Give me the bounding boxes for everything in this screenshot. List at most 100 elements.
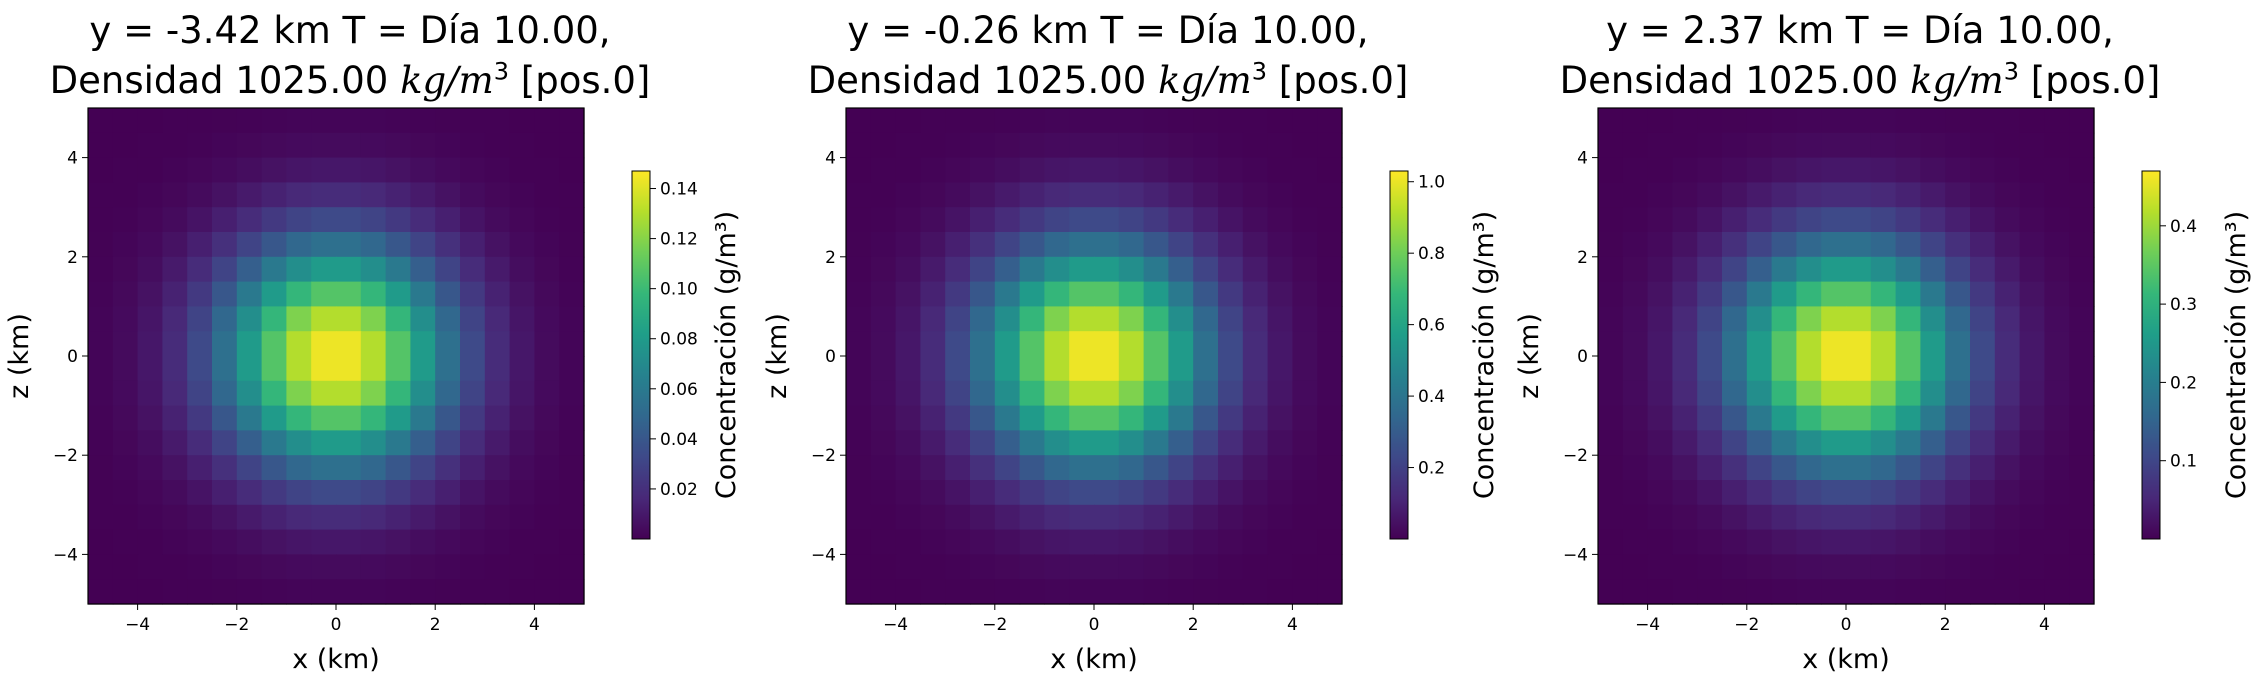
heatmap-cell: [261, 554, 287, 580]
heatmap-cell: [112, 182, 139, 208]
heatmap-cell: [559, 232, 585, 258]
heatmap-cell: [1598, 504, 1624, 531]
heatmap-cell: [1317, 108, 1343, 134]
heatmap-cell: [187, 529, 213, 555]
heatmap-cell: [236, 331, 263, 357]
heatmap-cell: [360, 331, 387, 357]
heatmap-cell: [1598, 455, 1624, 481]
heatmap-cell: [1069, 504, 1095, 531]
heatmap-cell: [236, 108, 263, 134]
heatmap-cell: [212, 380, 238, 407]
heatmap-cell: [1746, 207, 1773, 233]
heatmap-cell: [137, 380, 163, 407]
heatmap-cell: [1218, 331, 1244, 357]
heatmap-cell: [559, 132, 585, 159]
heatmap-cell: [1970, 182, 1996, 208]
heatmap-cell: [2044, 405, 2070, 431]
heatmap-cell: [112, 331, 139, 357]
heatmap-cell: [970, 480, 996, 506]
y-tick-label: 0: [67, 347, 78, 367]
heatmap-cell: [1994, 232, 2021, 258]
heatmap-cell: [945, 380, 971, 407]
heatmap-cell: [1846, 157, 1872, 183]
heatmap-cell: [1970, 430, 1996, 456]
x-tick-label: 0: [331, 615, 342, 635]
heatmap-cell: [112, 281, 139, 307]
heatmap-cell: [236, 356, 263, 382]
heatmap-cell: [1019, 529, 1045, 555]
heatmap-cell: [1622, 579, 1649, 605]
heatmap-cell: [1218, 380, 1244, 407]
heatmap-cell: [1267, 132, 1293, 159]
heatmap-cell: [1821, 207, 1847, 233]
heatmap-cell: [1069, 157, 1095, 183]
heatmap-cell: [1118, 281, 1145, 307]
heatmap-cell: [1069, 182, 1095, 208]
heatmap-cell: [1622, 157, 1649, 183]
heatmap-cell: [286, 529, 312, 555]
heatmap-cell: [559, 480, 585, 506]
heatmap-cell: [2019, 256, 2045, 283]
heatmap-cell: [920, 504, 946, 531]
heatmap-cell: [360, 157, 387, 183]
heatmap-cell: [2069, 331, 2095, 357]
heatmap-cell: [1846, 281, 1872, 307]
heatmap-cell: [1846, 529, 1872, 555]
heatmap-cell: [1846, 504, 1872, 531]
heatmap-cell: [1168, 108, 1194, 134]
heatmap-cell: [1317, 504, 1343, 531]
heatmap-cell: [1846, 554, 1872, 580]
heatmap-cell: [1317, 455, 1343, 481]
heatmap-cell: [385, 504, 411, 531]
heatmap-cell: [994, 430, 1021, 456]
heatmap-cell: [1094, 108, 1120, 134]
heatmap-cell: [1317, 579, 1343, 605]
colorbar-tick-label: 0.04: [660, 430, 698, 450]
heatmap-cell: [286, 306, 312, 332]
heatmap-cell: [895, 256, 921, 283]
heatmap-cell: [286, 579, 312, 605]
heatmap-cell: [1218, 132, 1244, 159]
heatmap-cell: [410, 504, 436, 531]
heatmap-cell: [1168, 207, 1194, 233]
heatmap-cell: [360, 430, 387, 456]
heatmap-cell: [212, 132, 238, 159]
heatmap-cell: [1895, 331, 1921, 357]
heatmap-cell: [509, 157, 535, 183]
heatmap-cell: [994, 504, 1021, 531]
heatmap-cell: [1292, 331, 1318, 357]
heatmap-cell: [970, 281, 996, 307]
heatmap-cell: [236, 306, 263, 332]
heatmap-cell: [336, 256, 362, 283]
heatmap-cell: [212, 331, 238, 357]
heatmap-cell: [920, 182, 946, 208]
heatmap-cell: [1994, 356, 2021, 382]
heatmap-cell: [846, 182, 872, 208]
heatmap-cell: [311, 207, 337, 233]
heatmap-cell: [311, 331, 337, 357]
heatmap-cell: [1970, 529, 1996, 555]
heatmap-cell: [385, 529, 411, 555]
heatmap-cell: [1746, 430, 1773, 456]
heatmap-cell: [1821, 157, 1847, 183]
heatmap-cell: [970, 529, 996, 555]
heatmap-cell: [2044, 207, 2070, 233]
heatmap-cell: [945, 455, 971, 481]
title-line-2: Densidad 1025.00 kg/m3 [pos.0]: [758, 56, 1458, 106]
heatmap-cells: [846, 108, 1343, 605]
heatmap-cell: [336, 306, 362, 332]
heatmap-cell: [1771, 405, 1797, 431]
heatmap-cell: [1945, 132, 1971, 159]
heatmap-cell: [286, 480, 312, 506]
heatmap-cell: [1722, 281, 1748, 307]
heatmap-cell: [1746, 380, 1773, 407]
heatmap-cell: [88, 108, 114, 134]
heatmap-cell: [1672, 356, 1698, 382]
heatmap-cell: [1598, 579, 1624, 605]
heatmap-cell: [2019, 405, 2045, 431]
heatmap-cell: [336, 504, 362, 531]
heatmap-cell: [509, 554, 535, 580]
colorbar-tick-label: 0.10: [660, 280, 698, 300]
heatmap-cell: [1168, 306, 1194, 332]
heatmap-cell: [261, 331, 287, 357]
